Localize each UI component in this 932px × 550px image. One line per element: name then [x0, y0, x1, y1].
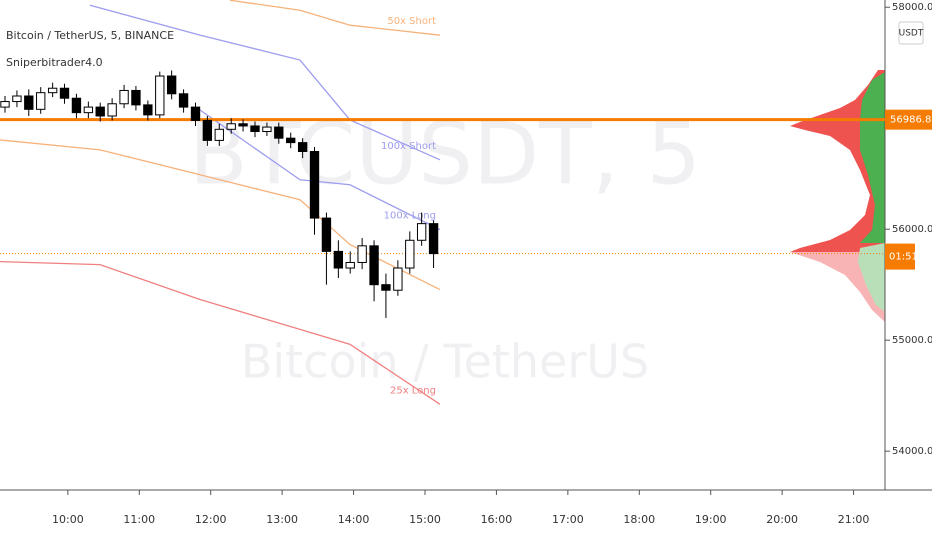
y-tick-label: 54000.00: [892, 446, 932, 457]
candle-body: [166, 75, 177, 95]
currency[interactable]: USDT: [899, 29, 924, 39]
line-label: 100x Short: [381, 141, 436, 152]
candle-body: [286, 137, 296, 144]
candle-body: [12, 95, 22, 103]
candle-body: [83, 106, 94, 114]
candle-body: [214, 128, 224, 141]
candle-body: [428, 223, 439, 255]
indicator-name: Sniperbitrader4.0: [6, 56, 103, 69]
candle-body: [238, 123, 248, 127]
candle-body: [321, 217, 332, 252]
candle-body: [178, 93, 189, 108]
x-tick-label: 12:00: [195, 513, 227, 526]
candle-body: [95, 106, 105, 117]
candle-body: [416, 223, 427, 241]
liquidation-line: [229, 0, 441, 36]
countdown: 01:51: [889, 252, 918, 263]
last-price-box: [885, 243, 915, 270]
candle-body: [119, 89, 129, 105]
x-tick-label: 11:00: [123, 513, 155, 526]
candle-body: [345, 261, 355, 269]
candle-body: [143, 104, 153, 116]
line-label: 100x Long: [384, 211, 436, 222]
candle-body: [393, 267, 403, 291]
candle-body: [357, 245, 367, 263]
candle-body: [369, 245, 379, 286]
price-label: 56986.82: [890, 115, 932, 126]
candle-body: [333, 250, 344, 269]
line-label: 50x Short: [387, 16, 436, 27]
liquidation-line: [0, 260, 441, 405]
liquidation-line: [199, 109, 441, 231]
candle-body: [202, 119, 213, 141]
candle-body: [131, 89, 141, 106]
x-tick-label: 15:00: [409, 513, 441, 526]
x-tick-label: 14:00: [338, 513, 370, 526]
currency-box[interactable]: [898, 21, 924, 45]
candle-body: [297, 142, 308, 152]
candle-body: [226, 123, 236, 130]
x-tick-label: 21:00: [838, 513, 870, 526]
y-tick-label: 56000.00: [892, 224, 932, 235]
candle-body: [71, 97, 82, 114]
candle-body: [309, 150, 320, 219]
x-tick-label: 13:00: [266, 513, 298, 526]
line-label: 25x Long: [390, 385, 436, 396]
candle-body: [274, 126, 284, 139]
x-tick-label: 20:00: [766, 513, 798, 526]
candle-body: [36, 92, 46, 110]
candle-body: [155, 75, 165, 116]
x-tick-label: 19:00: [695, 513, 727, 526]
x-tick-label: 17:00: [552, 513, 584, 526]
watermark-sub: Bitcoin / TetherUS: [241, 335, 649, 389]
candle-body: [262, 126, 272, 133]
x-tick-label: 16:00: [481, 513, 513, 526]
candle-body: [405, 239, 415, 269]
y-tick-label: 55000.00: [892, 335, 932, 346]
volume-profile: [790, 70, 885, 322]
liquidation-line: [89, 4, 441, 161]
x-tick-label: 10:00: [52, 513, 84, 526]
candle-body: [190, 106, 201, 121]
y-tick-label: 58000.00: [892, 2, 932, 13]
candle-body: [0, 101, 10, 108]
candle-body: [381, 284, 391, 291]
candle-body: [250, 125, 260, 133]
candle-body: [47, 87, 58, 94]
candle-body: [59, 87, 70, 99]
x-tick-label: 18:00: [623, 513, 655, 526]
candle-body: [24, 95, 34, 110]
candle-body: [107, 103, 117, 117]
price-label-box: [885, 109, 932, 130]
chart-title: Bitcoin / TetherUS, 5, BINANCE: [6, 29, 174, 42]
